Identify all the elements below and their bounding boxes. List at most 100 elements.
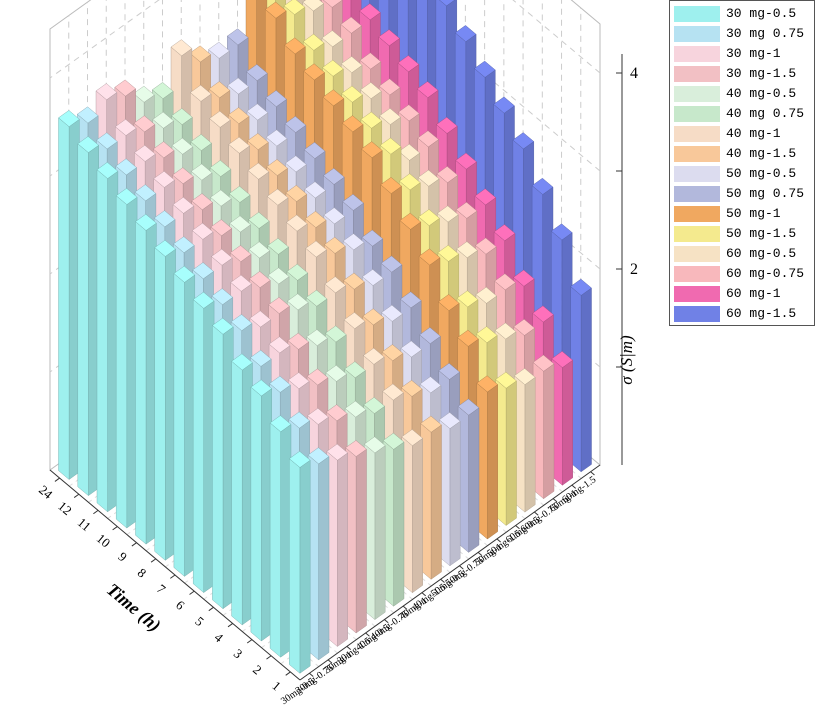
bar-top (345, 440, 367, 457)
bar-top (189, 84, 212, 102)
bar-top (248, 241, 271, 259)
bar-top (397, 55, 420, 73)
bar-top (228, 185, 251, 203)
legend-label: 60 mg-1.5 (726, 306, 797, 321)
bar-face (337, 452, 348, 647)
bar-top (475, 326, 498, 344)
bar-top (284, 116, 307, 133)
bar-top (420, 415, 442, 433)
bar-top (192, 262, 214, 280)
y-tick (534, 511, 539, 516)
bar-top (476, 375, 499, 393)
bar (154, 239, 176, 561)
bar-face (580, 287, 592, 473)
bar-top (455, 152, 477, 170)
bar-top (360, 82, 382, 99)
bar-face (231, 360, 243, 626)
bar-face (299, 459, 311, 674)
bar-top (171, 137, 194, 155)
bar-top (455, 201, 478, 219)
bar-face (192, 299, 204, 594)
bar-top (304, 181, 326, 199)
bar-top (341, 85, 363, 103)
bar-top (288, 372, 310, 390)
bar-face (96, 169, 108, 513)
legend-label: 30 mg 0.75 (726, 26, 805, 41)
legend-swatch (674, 246, 720, 262)
bar-top (363, 347, 385, 365)
legend-swatch (674, 26, 720, 42)
bar-top (265, 90, 287, 107)
bar-top (550, 223, 573, 241)
y-tick (346, 646, 352, 651)
bar-top (285, 155, 307, 173)
bar (382, 432, 405, 607)
x-tick (189, 590, 195, 595)
bar-top (378, 29, 400, 47)
bar-top (228, 136, 250, 154)
bar-top (344, 400, 367, 418)
bar-top (532, 354, 555, 372)
bar (135, 213, 157, 545)
legend-label: 30 mg-1 (726, 46, 781, 61)
legend-item: 40 mg 0.75 (674, 105, 812, 123)
bar-face (318, 456, 330, 661)
x-tick (73, 493, 80, 498)
x-tick (54, 477, 60, 482)
bar-top (321, 30, 344, 48)
legend-item: 50 mg-1.5 (674, 225, 812, 243)
bar (231, 353, 253, 626)
bar-top (306, 368, 329, 386)
x-tick-label: 4 (212, 630, 227, 646)
bar-top (340, 16, 362, 34)
x-tick-label: 1 (269, 678, 284, 694)
bar-top (325, 404, 348, 422)
bar-top (269, 375, 291, 393)
bar-top (231, 353, 253, 371)
bar-top (115, 188, 138, 205)
bar (551, 351, 574, 486)
bar-top (379, 108, 401, 125)
legend-swatch (674, 226, 720, 242)
bar-top (285, 185, 308, 202)
bar-top (343, 272, 365, 290)
bar-top (305, 240, 327, 258)
bar-top (306, 329, 328, 346)
bar-top (342, 233, 365, 251)
bar-top (475, 237, 497, 255)
bar-top (304, 211, 327, 228)
x-tick (131, 542, 137, 547)
bar-top (474, 60, 496, 78)
bar (438, 412, 461, 567)
x-tick-label: 24 (36, 482, 56, 502)
bar-face (505, 380, 517, 526)
bar-top (532, 305, 554, 323)
bar-face (173, 273, 185, 577)
bar-top (513, 318, 536, 336)
bar-top (493, 96, 515, 114)
bar (58, 110, 80, 480)
legend-item: 60 mg-1 (674, 285, 812, 303)
y-tick (384, 619, 389, 624)
legend-label: 60 mg-0.75 (726, 266, 805, 281)
bar-top (133, 85, 155, 103)
bar-top (247, 133, 269, 150)
y-tick (421, 592, 427, 597)
bar-top (324, 276, 347, 294)
bar-top (209, 110, 231, 128)
bar-top (380, 177, 402, 194)
bar-top (360, 111, 383, 129)
bar-top (153, 170, 175, 188)
bar-top (133, 115, 156, 133)
bar-top (457, 329, 479, 347)
x-tick-label: 7 (154, 581, 169, 597)
x-tick (150, 558, 157, 563)
bar-top (381, 344, 404, 362)
bar (307, 447, 330, 661)
bar-top (456, 290, 479, 308)
bar-top (362, 269, 384, 286)
z-tick-label: 4 (630, 65, 638, 82)
bar-top (211, 288, 234, 305)
bar-top (286, 263, 309, 281)
bar-top (342, 193, 364, 211)
